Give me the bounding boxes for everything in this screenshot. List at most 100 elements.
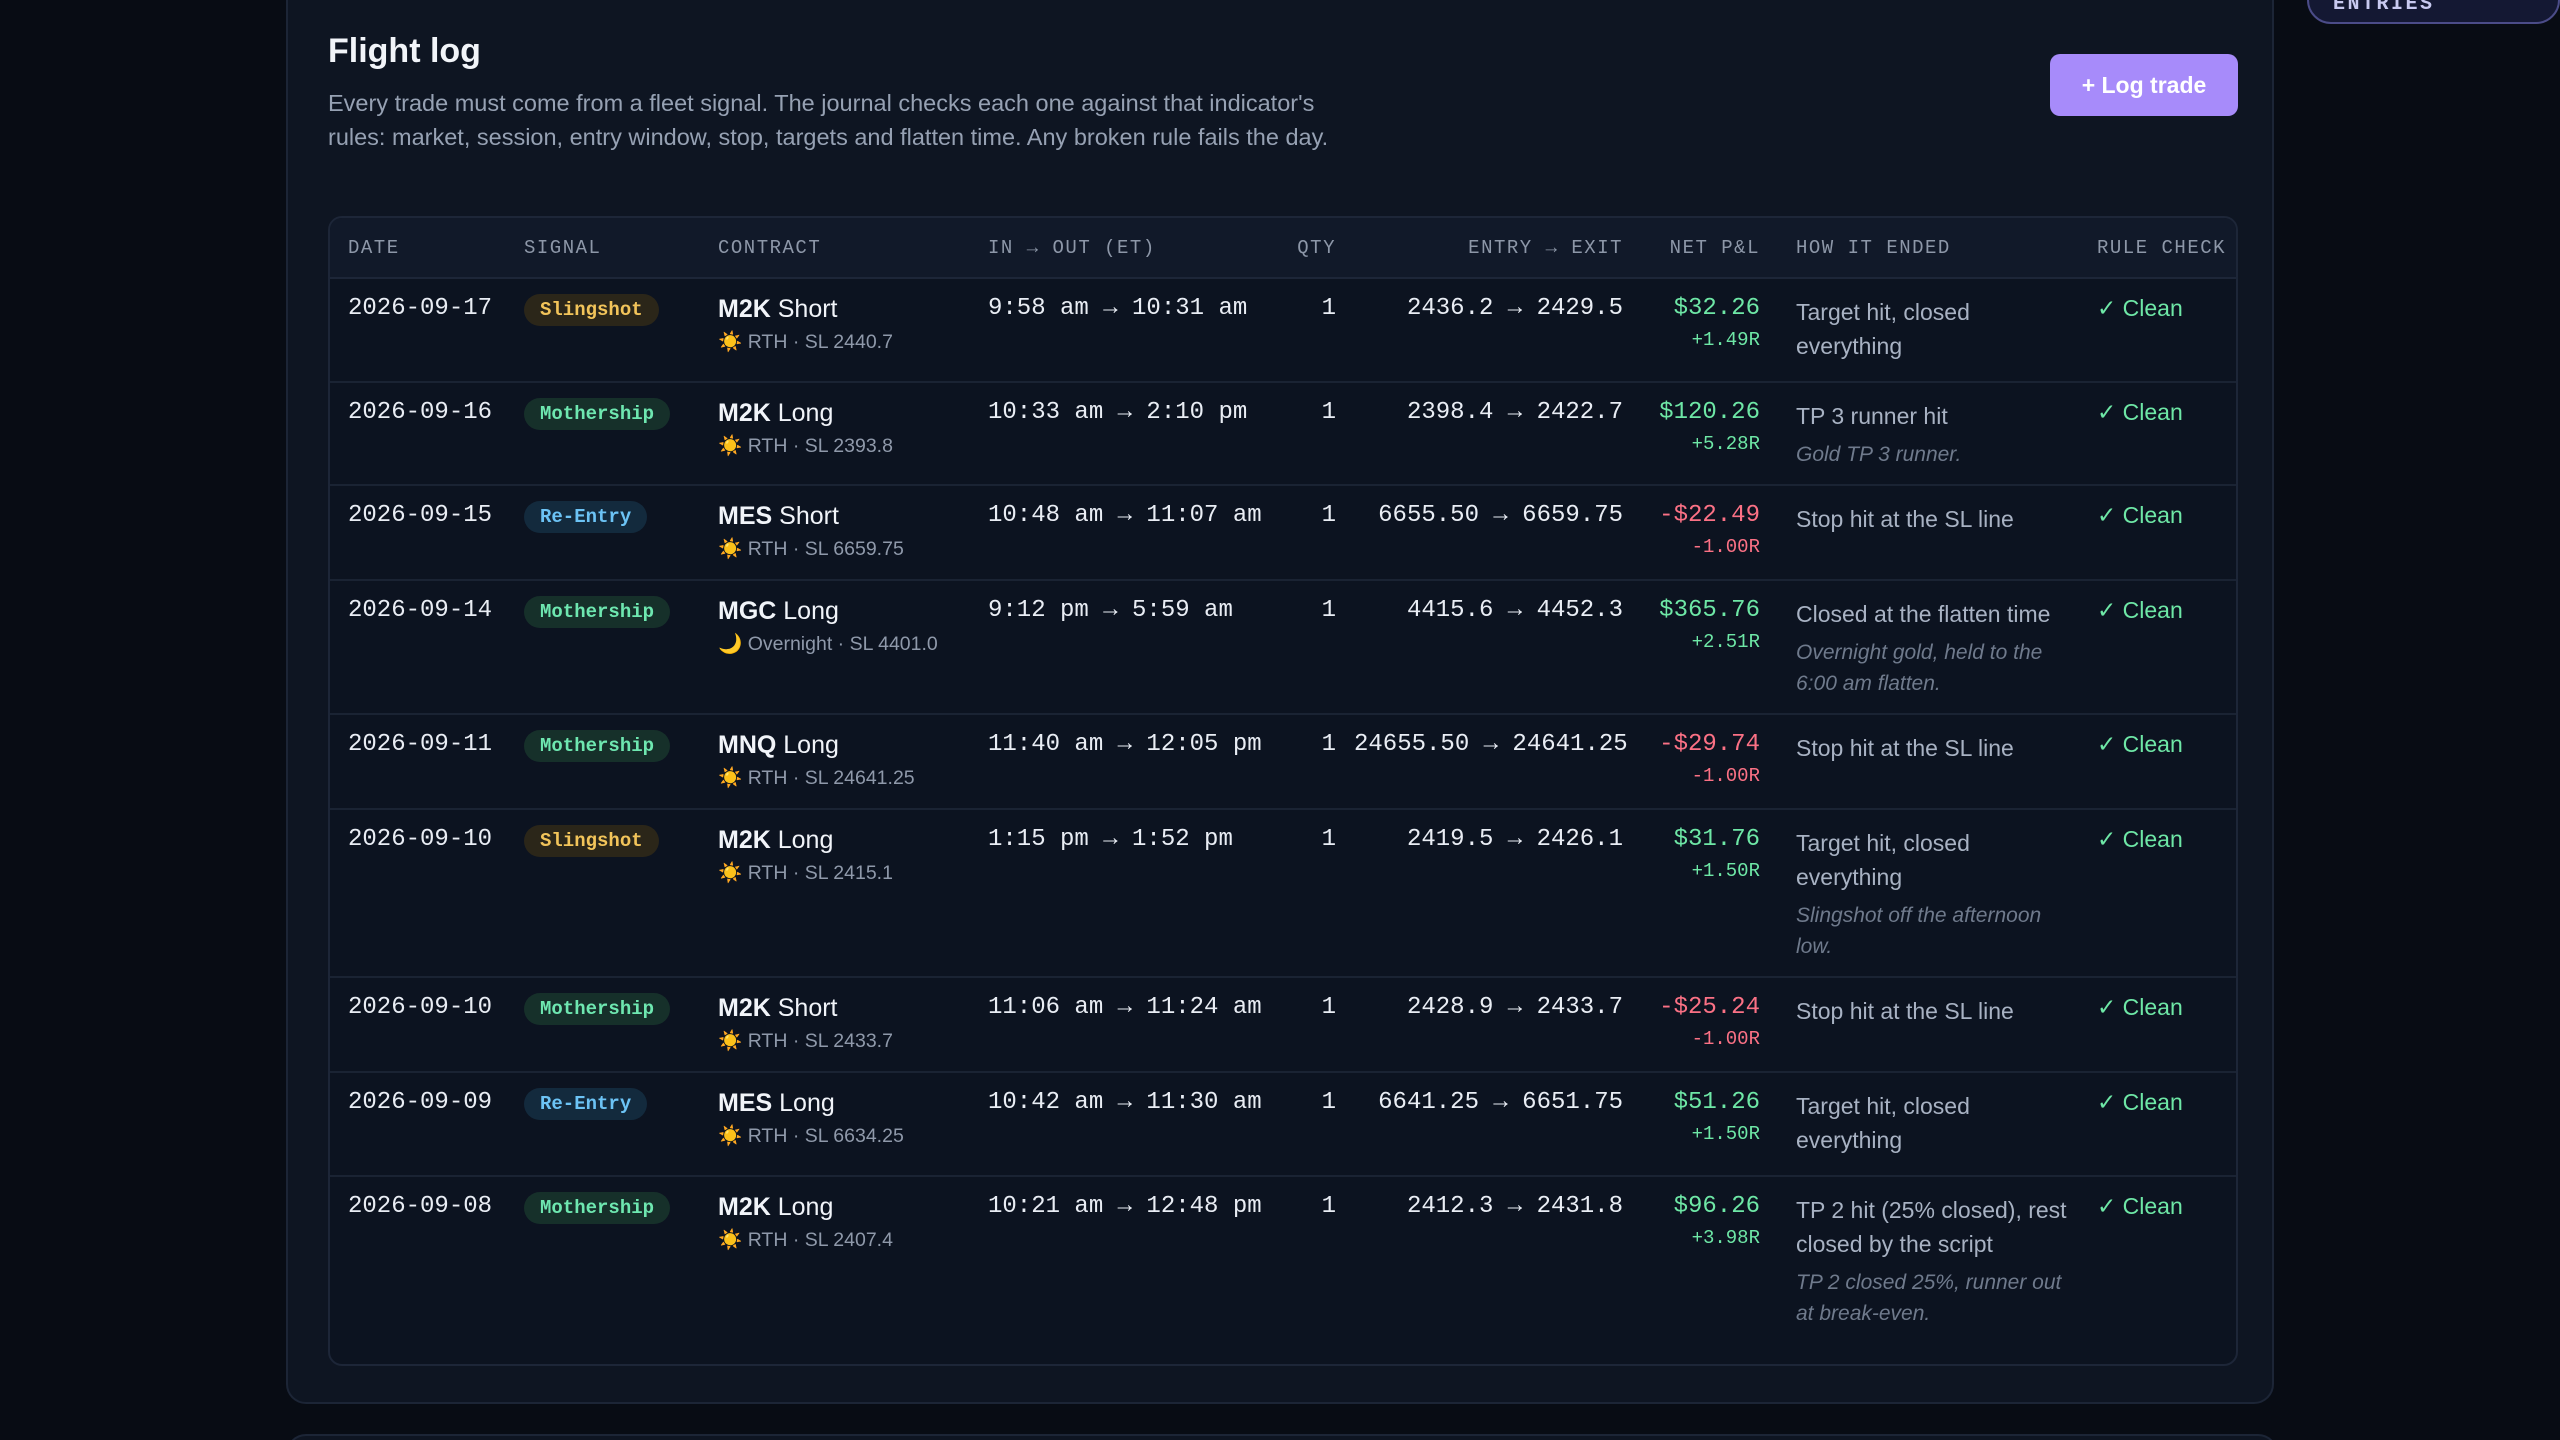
trade-side: Short xyxy=(777,295,838,323)
trade-qty: 1 xyxy=(1321,597,1336,624)
contract-cell: MNQ Long xyxy=(718,731,970,760)
r-multiple: +2.51R xyxy=(1691,631,1760,653)
trade-times: 11:40 am → 12:05 pm xyxy=(988,731,1262,758)
r-multiple: +1.49R xyxy=(1691,329,1760,351)
trade-entry-exit: 2412.3 → 2431.8 xyxy=(1406,1193,1623,1220)
page-title: Flight log xyxy=(328,32,481,70)
signal-badge: Mothership xyxy=(524,398,671,430)
column-header-date[interactable]: DATE xyxy=(330,218,506,279)
trade-date: 2026-09-09 xyxy=(348,1089,493,1116)
trades-table-container[interactable]: DATE SIGNAL CONTRACT IN → OUT (ET) QTY E… xyxy=(328,216,2238,1366)
contract-symbol: MES xyxy=(718,502,773,530)
r-multiple: -1.00R xyxy=(1691,536,1760,558)
trade-entry-exit: 2398.4 → 2422.7 xyxy=(1406,399,1623,426)
session-info: ☀️ RTH · SL 6659.75 xyxy=(718,537,970,561)
table-row[interactable]: 2026-09-16 Mothership M2K Long ☀️ RTH · … xyxy=(330,382,2236,486)
trade-times: 10:33 am → 2:10 pm xyxy=(988,399,1248,426)
rule-check-status: ✓ Clean xyxy=(2097,1089,2183,1115)
table-row[interactable]: 2026-09-09 Re-Entry MES Long ☀️ RTH · SL… xyxy=(330,1072,2236,1177)
rule-check-status: ✓ Clean xyxy=(2097,826,2183,852)
column-header-qty[interactable]: QTY xyxy=(1274,218,1354,279)
table-row[interactable]: 2026-09-15 Re-Entry MES Short ☀️ RTH · S… xyxy=(330,485,2236,581)
how-it-ended: Stop hit at the SL line xyxy=(1796,998,2014,1024)
how-it-ended: Stop hit at the SL line xyxy=(1796,735,2014,761)
rule-check-status: ✓ Clean xyxy=(2097,295,2183,321)
session-info: ☀️ RTH · SL 2433.7 xyxy=(718,1029,970,1053)
trade-date: 2026-09-14 xyxy=(348,597,493,624)
how-it-ended: Target hit, closed everything xyxy=(1796,299,1970,359)
log-trade-button[interactable]: + Log trade xyxy=(2050,54,2238,116)
trade-side: Long xyxy=(777,399,834,427)
trade-note: Overnight gold, held to the 6:00 am flat… xyxy=(1796,641,2043,695)
column-header-signal[interactable]: SIGNAL xyxy=(506,218,700,279)
net-pnl: -$25.24 xyxy=(1659,994,1760,1021)
trade-side: Long xyxy=(783,731,839,759)
trade-entry-exit: 24655.50 → 24641.25 xyxy=(1354,731,1628,758)
table-row[interactable]: 2026-09-10 Slingshot M2K Long ☀️ RTH · S… xyxy=(330,809,2236,978)
next-panel xyxy=(286,1434,2278,1440)
how-it-ended: Target hit, closed everything xyxy=(1796,830,1970,890)
trade-entry-exit: 2419.5 → 2426.1 xyxy=(1406,826,1623,853)
trade-entry-exit: 6655.50 → 6659.75 xyxy=(1378,502,1623,529)
session-meta: RTH · SL 2393.8 xyxy=(747,435,893,457)
rule-check-status: ✓ Clean xyxy=(2097,994,2183,1020)
session-meta: RTH · SL 24641.25 xyxy=(747,767,915,789)
column-header-rule-check[interactable]: RULE CHECK xyxy=(2079,218,2236,279)
table-row[interactable]: 2026-09-17 Slingshot M2K Short ☀️ RTH · … xyxy=(330,278,2236,383)
session-info: ☀️ RTH · SL 2440.7 xyxy=(718,330,970,354)
trade-date: 2026-09-10 xyxy=(348,826,493,853)
trade-times: 9:58 am → 10:31 am xyxy=(988,295,1248,322)
trade-date: 2026-09-16 xyxy=(348,399,493,426)
signal-badge: Mothership xyxy=(524,1192,671,1224)
contract-symbol: M2K xyxy=(718,994,771,1022)
net-pnl: $96.26 xyxy=(1673,1193,1760,1220)
flight-log-panel: Flight log Every trade must come from a … xyxy=(286,0,2274,1404)
net-pnl: -$22.49 xyxy=(1659,502,1760,529)
column-header-contract[interactable]: CONTRACT xyxy=(700,218,970,279)
trade-times: 1:15 pm → 1:52 pm xyxy=(988,826,1233,853)
rule-check-status: ✓ Clean xyxy=(2097,1193,2183,1219)
how-it-ended: Closed at the flatten time xyxy=(1796,601,2051,627)
sun-icon: ☀️ xyxy=(718,331,743,353)
trade-entry-exit: 2428.9 → 2433.7 xyxy=(1406,994,1623,1021)
sun-icon: ☀️ xyxy=(718,862,743,884)
signal-badge: Mothership xyxy=(524,596,671,628)
net-pnl: $120.26 xyxy=(1659,399,1760,426)
column-header-how-it-ended[interactable]: HOW IT ENDED xyxy=(1778,218,2079,279)
trade-times: 10:42 am → 11:30 am xyxy=(988,1089,1262,1116)
signal-badge: Slingshot xyxy=(524,294,659,326)
net-pnl: $51.26 xyxy=(1673,1089,1760,1116)
table-row[interactable]: 2026-09-10 Mothership M2K Short ☀️ RTH ·… xyxy=(330,977,2236,1073)
trade-side: Short xyxy=(777,994,838,1022)
signal-badge: Slingshot xyxy=(524,825,659,857)
trade-side: Long xyxy=(783,597,839,625)
contract-symbol: M2K xyxy=(718,399,771,427)
r-multiple: +3.98R xyxy=(1691,1227,1760,1249)
trade-note: TP 2 closed 25%, runner out at break-eve… xyxy=(1796,1271,2062,1325)
session-meta: RTH · SL 2415.1 xyxy=(747,862,893,884)
r-multiple: +5.28R xyxy=(1691,433,1760,455)
how-it-ended: TP 2 hit (25% closed), rest closed by th… xyxy=(1796,1197,2067,1257)
trade-qty: 1 xyxy=(1321,1193,1336,1220)
trade-qty: 1 xyxy=(1321,1089,1336,1116)
contract-symbol: M2K xyxy=(718,1193,771,1221)
session-info: ☀️ RTH · SL 24641.25 xyxy=(718,766,970,790)
trade-date: 2026-09-17 xyxy=(348,295,493,322)
table-row[interactable]: 2026-09-14 Mothership MGC Long 🌙 Overnig… xyxy=(330,580,2236,715)
column-header-entry-exit[interactable]: ENTRY → EXIT xyxy=(1354,218,1641,279)
column-header-net-pnl[interactable]: NET P&L xyxy=(1641,218,1778,279)
trade-side: Short xyxy=(779,502,839,530)
sun-icon: ☀️ xyxy=(718,1125,743,1147)
session-info: ☀️ RTH · SL 2415.1 xyxy=(718,861,970,885)
r-multiple: +1.50R xyxy=(1691,860,1760,882)
trade-qty: 1 xyxy=(1321,826,1336,853)
trade-note: Gold TP 3 runner. xyxy=(1796,443,1962,466)
contract-symbol: MES xyxy=(718,1089,773,1117)
table-header-row: DATE SIGNAL CONTRACT IN → OUT (ET) QTY E… xyxy=(330,218,2236,279)
column-header-in-out[interactable]: IN → OUT (ET) xyxy=(970,218,1274,279)
trade-entry-exit: 2436.2 → 2429.5 xyxy=(1406,295,1623,322)
contract-symbol: MGC xyxy=(718,597,777,625)
table-row[interactable]: 2026-09-11 Mothership MNQ Long ☀️ RTH · … xyxy=(330,714,2236,810)
table-row[interactable]: 2026-09-08 Mothership M2K Long ☀️ RTH · … xyxy=(330,1176,2236,1343)
